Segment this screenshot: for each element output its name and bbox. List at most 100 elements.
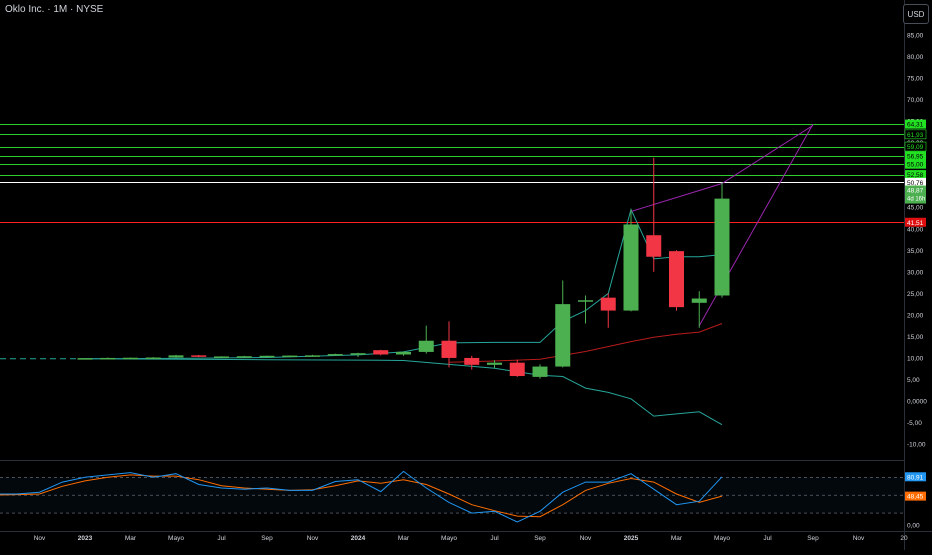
level-label-box: [905, 151, 926, 161]
level-label-text: 52,58: [907, 172, 924, 179]
stoch-d-box: [905, 491, 926, 501]
candle-body: [236, 356, 252, 358]
candle-body: [441, 340, 457, 358]
candle-body: [350, 353, 366, 355]
candle-body: [77, 358, 93, 360]
candle-body: [418, 340, 434, 352]
candle-body: [123, 357, 138, 360]
price-tick-label: 5,00: [907, 377, 920, 384]
candle-body: [259, 355, 275, 358]
price-tick-label: 15,00: [907, 334, 924, 341]
candle-body: [145, 357, 161, 360]
stoch-zero-label: 0,00: [907, 523, 920, 530]
price-tick-label: -10,00: [907, 442, 926, 449]
countdown-text: 4d 16h: [907, 197, 925, 203]
level-label-box: [905, 170, 926, 180]
candle-body: [191, 355, 207, 357]
level-price-label: 59,09: [904, 141, 927, 152]
level-price-label: 50,76: [905, 177, 926, 187]
time-tick-label: Mar: [125, 535, 137, 542]
time-tick-label: Nov: [580, 535, 592, 542]
candle-body: [396, 351, 411, 355]
candle-body: [555, 304, 571, 367]
price-tick-label: 10,00: [907, 355, 924, 362]
price-tick-label: 70,00: [907, 97, 924, 104]
candle-body: [600, 297, 616, 311]
candle-body: [487, 362, 502, 365]
time-tick-label: Sep: [807, 535, 819, 542]
level-price-label: 41,51: [905, 217, 926, 227]
level-label-text: 55,00: [907, 162, 924, 169]
stoch-k-label: 80,91: [905, 472, 926, 482]
level-label-box: [905, 119, 926, 129]
stoch-k-box: [905, 472, 926, 482]
level-label-text: 64,31: [907, 122, 924, 129]
price-tick-label: 0,0000: [907, 399, 927, 406]
price-tick-label: 20,00: [907, 312, 924, 319]
level-label-box: [905, 159, 926, 169]
time-tick-label: Jul: [217, 535, 226, 542]
candle-body: [669, 251, 684, 308]
level-price-label: 55,00: [905, 159, 926, 169]
stoch-k-line: [0, 470, 723, 523]
price-tick-label: 35,00: [907, 248, 924, 255]
level-label-box: [904, 129, 927, 140]
bb-lower-line: [84, 358, 723, 426]
time-tick-label: Mar: [671, 535, 683, 542]
candle-body: [282, 355, 298, 358]
level-price-label: 64,31: [905, 119, 926, 129]
basis-line: [448, 323, 723, 363]
time-tick-label: 20: [900, 535, 908, 542]
time-tick-label: Jul: [490, 535, 499, 542]
candle-body: [214, 356, 229, 358]
candle-body: [646, 235, 662, 257]
level-label-box: [905, 177, 926, 187]
level-price-label: 52,58: [905, 170, 926, 180]
time-tick-label: Sep: [261, 535, 273, 542]
stoch-d-line: [0, 474, 723, 518]
time-tick-label: Jul: [763, 535, 772, 542]
level-label-text: 41,51: [907, 220, 924, 227]
price-tick-label: 75,00: [907, 76, 924, 83]
price-tick-label: -5,00: [907, 420, 922, 427]
last-price-box: [905, 185, 926, 204]
candle-body: [509, 362, 525, 377]
currency-button[interactable]: USD: [903, 4, 929, 24]
time-tick-label: 2025: [624, 535, 639, 542]
candle-body: [578, 300, 593, 302]
level-label-text: 59,09: [907, 144, 924, 151]
candle-body: [714, 198, 730, 296]
time-tick-label: Sep: [534, 535, 546, 542]
symbol-title[interactable]: Oklo Inc. · 1M · NYSE: [5, 4, 104, 15]
price-tick-label: 45,00: [907, 205, 924, 212]
time-tick-label: Mayo: [714, 535, 730, 542]
candle-body: [691, 298, 707, 303]
candle-body: [100, 357, 116, 360]
level-label-text: 61,93: [907, 132, 924, 139]
time-tick-label: 2024: [351, 535, 366, 542]
stoch-k-text: 80,91: [907, 474, 924, 481]
time-tick-label: Nov: [853, 535, 865, 542]
time-tick-label: Mayo: [441, 535, 457, 542]
time-tick-label: Nov: [34, 535, 46, 542]
price-tick-label: 40,00: [907, 226, 924, 233]
level-price-label: 56,95: [905, 151, 926, 161]
price-tick-label: 25,00: [907, 291, 924, 298]
candle-body: [464, 357, 480, 365]
candle-body: [532, 366, 548, 377]
price-tick-label: 80,00: [907, 54, 924, 61]
stoch-d-text: 48,45: [907, 494, 924, 501]
level-label-text: 56,95: [907, 153, 924, 160]
level-label-box: [905, 217, 926, 227]
last-price-label: 48,87 4d 16h: [905, 185, 926, 204]
time-tick-label: Mayo: [168, 535, 184, 542]
candle-body: [168, 355, 184, 358]
time-tick-label: 2023: [78, 535, 93, 542]
time-tick-label: Mar: [398, 535, 410, 542]
stoch-d-label: 48,45: [905, 491, 926, 501]
level-price-label: 61,93: [904, 129, 927, 140]
last-price-text: 48,87: [907, 188, 924, 195]
